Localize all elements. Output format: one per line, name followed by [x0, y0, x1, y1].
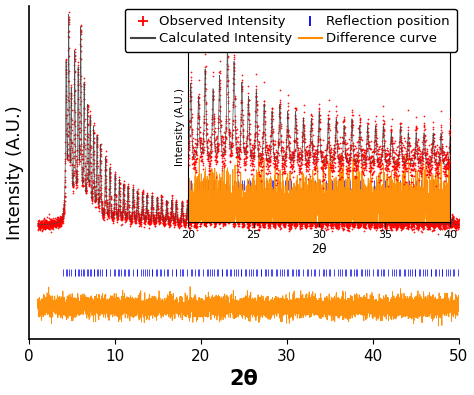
Y-axis label: Intensity (A.U.): Intensity (A.U.)	[6, 105, 24, 240]
Legend: Observed Intensity, Calculated Intensity, Reflection position, Difference curve: Observed Intensity, Calculated Intensity…	[125, 9, 456, 52]
X-axis label: 2θ: 2θ	[229, 369, 258, 389]
